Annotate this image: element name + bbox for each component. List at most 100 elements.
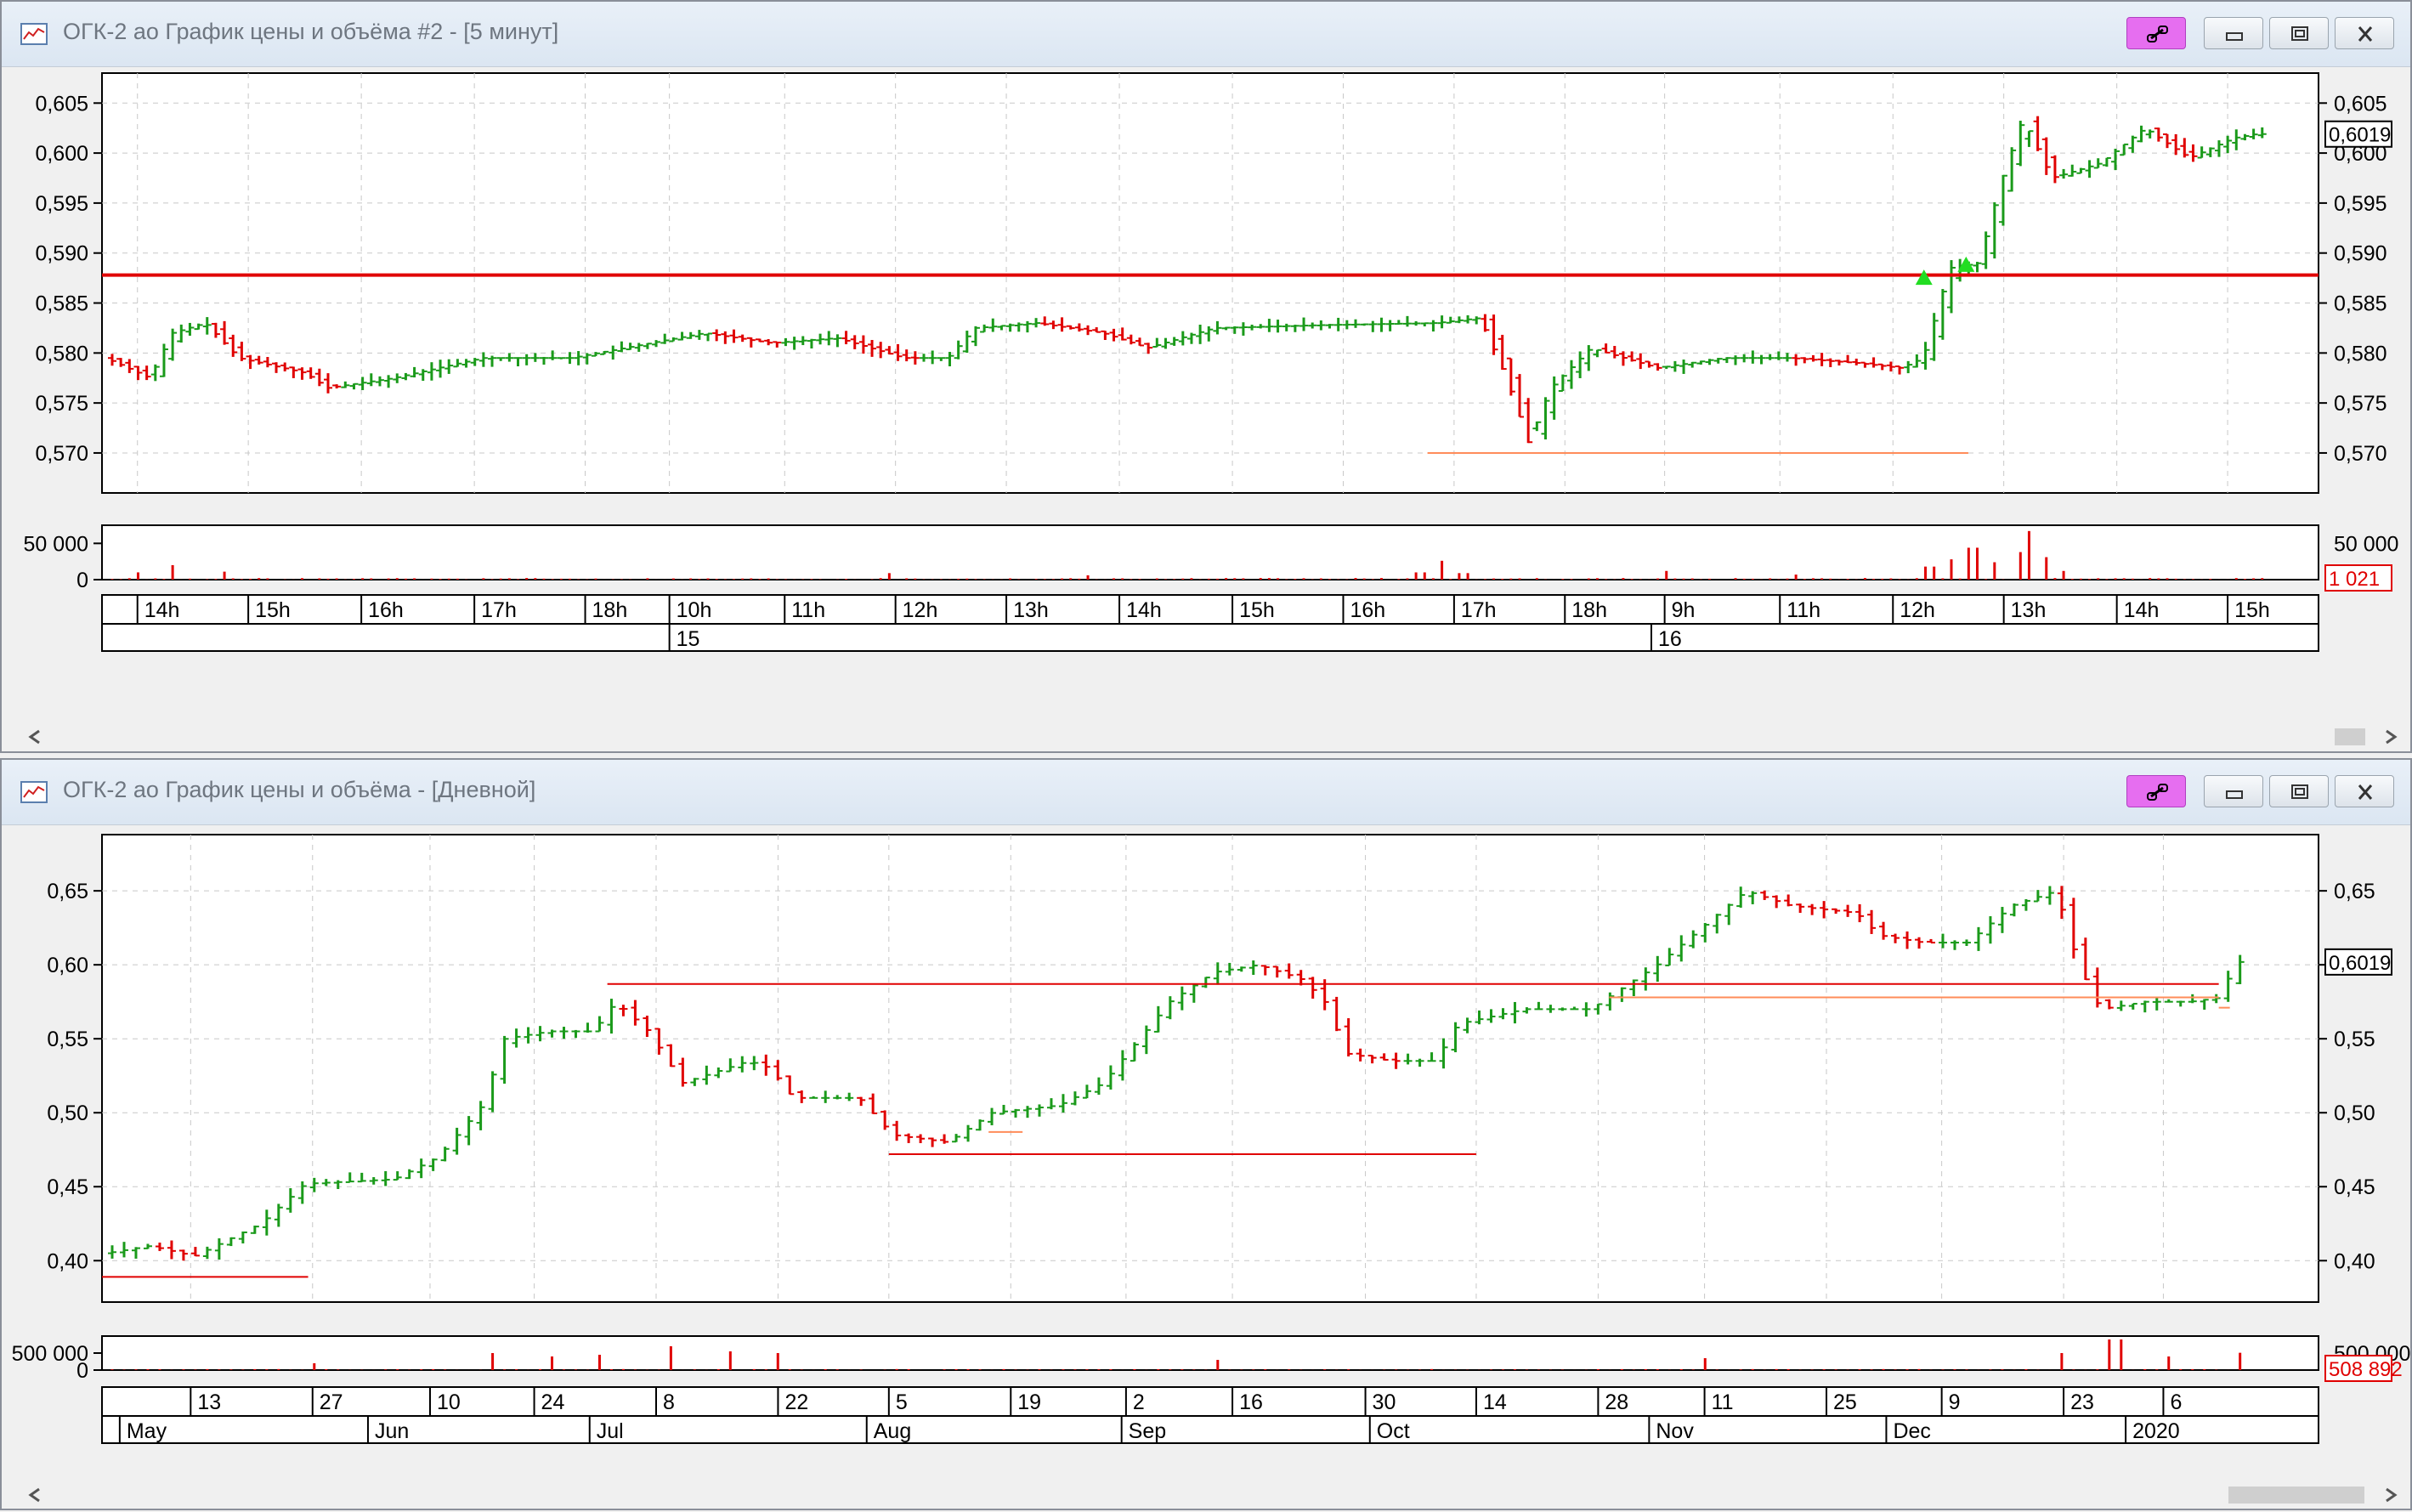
scroll-thumb[interactable] bbox=[2335, 728, 2365, 745]
date-tick-label: Nov bbox=[1656, 1419, 1694, 1443]
y-tick-label-right: 0,590 bbox=[2334, 242, 2387, 266]
y-tick-label: 0,50 bbox=[47, 1101, 88, 1125]
date-tick-label: Jun bbox=[375, 1419, 409, 1443]
date-tick-label: Dec bbox=[1893, 1419, 1930, 1443]
y-tick-label-right: 0,575 bbox=[2334, 392, 2387, 416]
time-tick-label: 2 bbox=[1133, 1390, 1145, 1414]
window-titlebar[interactable]: ОГК-2 ао График цены и объёма #2 - [5 ми… bbox=[2, 2, 2410, 67]
time-tick-label: 13 bbox=[197, 1390, 221, 1414]
restore-button[interactable] bbox=[2269, 775, 2329, 807]
link-icon bbox=[2147, 25, 2168, 42]
volume-y-tick-label: 500 000 bbox=[12, 1342, 88, 1366]
time-tick-label: 17h bbox=[1461, 598, 1497, 622]
chart-area-5min[interactable]: 0,570 0,570 0,575 0,575 0,580 0,580 0,585 0,585… bbox=[2, 68, 2410, 724]
date-tick-label: 2020 bbox=[2132, 1419, 2180, 1443]
date-tick-label: 16 bbox=[1658, 627, 1682, 651]
time-tick-label: 5 bbox=[896, 1390, 908, 1414]
restore-button[interactable] bbox=[2269, 17, 2329, 49]
scroll-left-icon[interactable] bbox=[28, 1487, 40, 1503]
link-icon bbox=[2147, 784, 2168, 801]
minimize-icon bbox=[2226, 790, 2243, 799]
last-price-box bbox=[2324, 948, 2392, 976]
horizontal-scrollbar[interactable] bbox=[2, 724, 2410, 750]
chart-window-5min: ОГК-2 ао График цены и объёма #2 - [5 ми… bbox=[0, 0, 2412, 753]
y-tick-label-right: 0,595 bbox=[2334, 192, 2387, 216]
close-button[interactable] bbox=[2335, 775, 2394, 807]
y-tick-label-right: 0,580 bbox=[2334, 342, 2387, 365]
time-tick-label: 23 bbox=[2070, 1390, 2094, 1414]
link-button[interactable] bbox=[2126, 17, 2186, 49]
time-tick-label: 25 bbox=[1833, 1390, 1857, 1414]
time-tick-label: 16h bbox=[368, 598, 404, 622]
minimize-button[interactable] bbox=[2204, 775, 2263, 807]
scroll-right-icon[interactable] bbox=[2386, 729, 2398, 745]
time-tick-label: 6 bbox=[2170, 1390, 2182, 1414]
y-tick-label: 0,65 bbox=[47, 880, 88, 903]
time-tick-label: 11h bbox=[1786, 598, 1820, 622]
time-tick-label: 14h bbox=[1126, 598, 1162, 622]
date-tick-label: May bbox=[127, 1419, 167, 1443]
minimize-button[interactable] bbox=[2204, 17, 2263, 49]
y-tick-label-right: 0,605 bbox=[2334, 92, 2387, 116]
time-tick-label: 15h bbox=[255, 598, 291, 622]
time-tick-label: 14 bbox=[1483, 1390, 1507, 1414]
restore-icon bbox=[2291, 26, 2308, 41]
y-tick-label: 0,40 bbox=[47, 1249, 88, 1273]
window-title: ОГК-2 ао График цены и объёма - [Дневной… bbox=[63, 777, 536, 802]
time-tick-label: 15h bbox=[1239, 598, 1275, 622]
minimize-icon bbox=[2226, 32, 2243, 41]
time-tick-label: 22 bbox=[784, 1390, 808, 1414]
last-volume-label: 508 892 bbox=[2329, 1358, 2403, 1381]
link-button[interactable] bbox=[2126, 775, 2186, 807]
date-tick-label: Aug bbox=[874, 1419, 911, 1443]
window-titlebar[interactable]: ОГК-2 ао График цены и объёма - [Дневной… bbox=[2, 760, 2410, 825]
time-tick-label: 10h bbox=[677, 598, 712, 622]
date-tick-label: Jul bbox=[597, 1419, 624, 1443]
time-tick-label: 28 bbox=[1605, 1390, 1628, 1414]
chart-area-daily[interactable]: 0,40 0,40 0,45 0,45 0,50 0,50 0,55 0,55 0,60 0,60… bbox=[2, 826, 2410, 1482]
time-tick-label: 16h bbox=[1350, 598, 1385, 622]
time-tick-label: 13h bbox=[2011, 598, 2047, 622]
window-title: ОГК-2 ао График цены и объёма #2 - [5 ми… bbox=[63, 19, 559, 44]
buy-signal-arrow bbox=[1915, 269, 1933, 286]
close-button[interactable] bbox=[2335, 17, 2394, 49]
last-volume-box bbox=[2324, 1355, 2392, 1382]
y-tick-label: 0,580 bbox=[35, 342, 88, 365]
y-tick-label: 0,570 bbox=[35, 442, 88, 466]
y-tick-label-right: 0,40 bbox=[2334, 1249, 2375, 1273]
volume-y-tick-label: 0 bbox=[76, 1359, 88, 1383]
date-tick-label: Oct bbox=[1377, 1419, 1410, 1443]
volume-y-tick-label: 50 000 bbox=[24, 532, 88, 556]
chart-window-daily: ОГК-2 ао График цены и объёма - [Дневной… bbox=[0, 758, 2412, 1510]
price-plot-frame bbox=[101, 72, 2319, 494]
horizontal-scrollbar[interactable] bbox=[2, 1482, 2410, 1508]
y-tick-label: 0,595 bbox=[35, 192, 88, 216]
date-tick-label: 15 bbox=[677, 627, 700, 651]
price-plot-frame bbox=[101, 834, 2319, 1303]
y-tick-label-right: 0,55 bbox=[2334, 1028, 2375, 1051]
last-volume-label: 1 021 bbox=[2329, 568, 2380, 591]
chart-icon bbox=[20, 23, 48, 45]
time-tick-label: 18h bbox=[1571, 598, 1607, 622]
y-tick-label: 0,55 bbox=[47, 1028, 88, 1051]
y-tick-label: 0,590 bbox=[35, 242, 88, 266]
time-tick-label: 8 bbox=[663, 1390, 675, 1414]
scroll-thumb[interactable] bbox=[2228, 1487, 2364, 1504]
y-tick-label-right: 0,65 bbox=[2334, 880, 2375, 903]
scroll-left-icon[interactable] bbox=[28, 729, 40, 745]
volume-plot-frame bbox=[101, 1335, 2319, 1371]
buy-signal-arrow bbox=[1957, 256, 1975, 272]
scroll-right-icon[interactable] bbox=[2386, 1487, 2398, 1503]
y-tick-label-right: 0,570 bbox=[2334, 442, 2387, 466]
time-tick-label: 13h bbox=[1013, 598, 1049, 622]
last-price-box bbox=[2324, 120, 2392, 148]
time-tick-label: 24 bbox=[541, 1390, 565, 1414]
last-price-label: 0,6019 bbox=[2329, 124, 2391, 147]
y-tick-label-right: 0,50 bbox=[2334, 1101, 2375, 1125]
chart-icon bbox=[20, 781, 48, 803]
time-tick-label: 11 bbox=[1712, 1390, 1734, 1414]
date-tick-label: Sep bbox=[1129, 1419, 1166, 1443]
y-tick-label: 0,60 bbox=[47, 954, 88, 977]
y-tick-label: 0,585 bbox=[35, 292, 88, 316]
y-tick-label: 0,600 bbox=[35, 142, 88, 166]
